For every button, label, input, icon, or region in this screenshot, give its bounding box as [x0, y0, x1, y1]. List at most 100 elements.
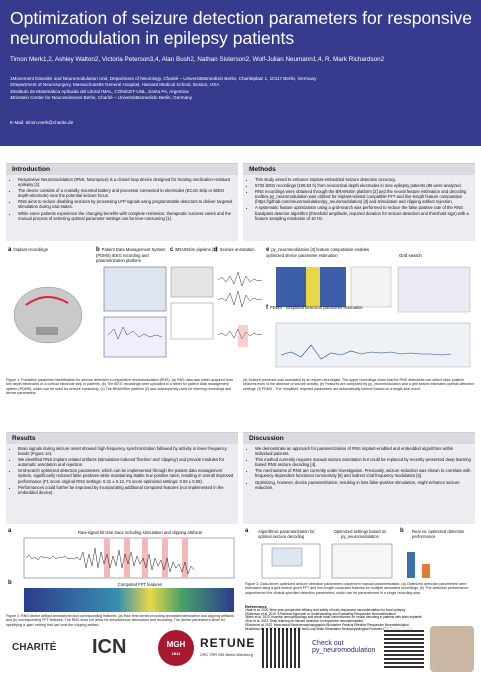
trace	[280, 344, 452, 360]
list-item: Responsive Neuromodulation (RNS; Neuropa…	[18, 177, 234, 187]
panel-letter: a	[8, 247, 12, 253]
cta: Check out py_neuromodulation	[312, 640, 376, 654]
methods: Methods This study aimed to enhance impl…	[243, 163, 475, 241]
bullet-list: This study aimed to enhance implant-embe…	[243, 177, 475, 221]
bars	[407, 552, 430, 578]
panel-letter: a	[245, 528, 249, 534]
panel-label: f PDMS - Simplified detection parameter e…	[266, 305, 386, 311]
list-item: 5Scheid et al. 2022 'Intracranial Electr…	[245, 622, 410, 627]
panel-label: c BRAINSim pipeline [2]	[170, 247, 240, 253]
grid-plot	[397, 266, 471, 313]
figure-caption: (d) Seizure presence was annotated by an…	[243, 378, 475, 391]
trace	[107, 326, 163, 340]
list-item: Optimizing, however, device parametrizat…	[255, 480, 471, 490]
bullet-list: Responsive Neuromodulation (RNS; Neuropa…	[6, 177, 238, 221]
mgh-seal	[158, 630, 194, 666]
qr-code	[384, 628, 424, 668]
results: Results Brain signals during seizure ons…	[6, 432, 238, 524]
pdms-plot	[275, 322, 471, 368]
pipeline-image	[170, 266, 214, 298]
panel-letter: b	[8, 580, 12, 586]
panel-title: Seizure annotation	[219, 247, 255, 252]
panel-label: a	[8, 528, 13, 534]
list-item: While some patients experience the chang…	[18, 211, 234, 221]
list-item: A systematic feature optimization using …	[255, 205, 471, 220]
bullet-list: Brain signals during seizure onset showe…	[6, 446, 238, 495]
discussion: Discussion We demonstrate an approach fo…	[243, 432, 475, 524]
author-photo	[430, 626, 474, 672]
list-item: The mechanisms of RNS are currently unde…	[255, 468, 471, 478]
panel-label: b	[400, 528, 406, 534]
list-item: We identified RNS implant related artifa…	[18, 457, 234, 467]
panel-letter: d	[214, 247, 218, 253]
panel-letter: b	[96, 247, 100, 253]
figure-caption: Figure 2: RNS device artifact annotation…	[6, 614, 234, 627]
reference-list: 1Nair et al. 2020 'Nine-year prospective…	[245, 607, 475, 632]
panel-title: Algorithmic parametrization for optimal …	[258, 529, 315, 539]
panel-label: b Patient Data Management System (PDMS) i…	[96, 247, 166, 263]
panel-title: Real vs. optimized detection performance	[412, 529, 465, 539]
title: Optimization of seizure detection parame…	[10, 8, 473, 48]
pipeline-list	[170, 302, 214, 340]
artifact-shading	[104, 538, 188, 578]
list-item: Brain signals during seizure onset showe…	[18, 446, 234, 456]
list-item: 6Kokkinos et al. 2019 'Association of Cl…	[245, 626, 413, 631]
section-heading: Discussion	[243, 433, 475, 444]
heatmap	[24, 588, 234, 612]
list-item: 4Einstein Center for Neurosciences Berli…	[10, 95, 193, 101]
figure-caption: Figure 1: Predictive parameter identific…	[6, 378, 233, 395]
panel-label: a Implant recordings	[8, 247, 78, 253]
header: Optimization of seizure detection parame…	[0, 0, 481, 146]
figure-1	[13, 266, 471, 368]
list-item: We demonstrate an approach for parametri…	[255, 446, 471, 456]
logo: CHARITÉ	[12, 642, 57, 653]
figure-3-plots	[261, 543, 430, 579]
list-item: This method currently requires manual se…	[255, 457, 471, 467]
list-item: 2Department of Neurosurgery, Massachuset…	[10, 82, 220, 88]
panel-letter: e	[266, 247, 270, 253]
panel-label: b	[8, 580, 14, 586]
settings-table	[331, 543, 393, 579]
heatmap	[306, 267, 320, 307]
list-item: This study aimed to enhance implant-embe…	[255, 177, 471, 182]
logo: RETUNE	[200, 636, 256, 650]
panel-title: Raw-signal bit time trace including stim…	[77, 530, 203, 535]
authors: Timon Merk1,2, Ashley Walton2, Victoria …	[10, 56, 385, 63]
annotation-traces	[217, 271, 263, 347]
references: References 1Nair et al. 2020 'Nine-year …	[245, 605, 475, 632]
list-item: 3Merk et al. 2022 'Invasive neurophysiol…	[245, 615, 423, 620]
list-item: The device consists of a cranially mount…	[18, 188, 234, 198]
signal-trace	[25, 547, 195, 575]
tablet-screen	[103, 316, 167, 358]
list-item: 5732 iEEG recordings (108.53 h) from neo…	[255, 183, 471, 188]
logo: ICN	[92, 636, 127, 658]
panel-title: BRAINSim pipeline [2]	[175, 247, 217, 252]
panel-label: e py_neuromodulation [3] feature computat…	[266, 247, 386, 258]
list-item: RNS aims to reduce disabling seizures by…	[18, 199, 234, 209]
panel-label: d Seizure annotation	[214, 247, 284, 253]
device	[36, 327, 58, 335]
list-item: 1Nair et al. 2020 'Nine-year prospective…	[245, 607, 406, 612]
qr-code	[262, 628, 302, 668]
logo-sub: 1811	[171, 651, 181, 656]
list-item: RNS recordings were obtained through the…	[255, 189, 471, 204]
logo: MGH	[166, 640, 186, 649]
bullet-list: We demonstrate an approach for parametri…	[243, 446, 475, 490]
references-heading: References	[245, 604, 267, 609]
grid-label: Grid search	[399, 253, 422, 258]
panel-title: Implant recordings	[13, 247, 48, 252]
list-item: 3Instituto de Matemática Aplicada del Li…	[10, 88, 189, 94]
panel-title: py_neuromodulation [3] feature computati…	[266, 247, 370, 258]
panel-title: Computed FFT features	[117, 582, 163, 587]
section-heading: Methods	[243, 164, 475, 175]
electrode	[25, 296, 69, 306]
section-heading: Introduction	[6, 164, 238, 175]
feature-plot	[350, 266, 392, 308]
email: E-Mail: timon.merk@charite.de	[10, 120, 74, 125]
panel-letter: f	[266, 305, 268, 311]
table-inset	[271, 547, 303, 567]
logo-sub: CRC TRR 295 Berlin-Würzburg	[200, 653, 253, 657]
panel-title: Patient Data Management System (PDMS) iE…	[96, 247, 166, 263]
list-item: 2Sisterson et al. 2019 'A Rational Appro…	[245, 611, 397, 616]
